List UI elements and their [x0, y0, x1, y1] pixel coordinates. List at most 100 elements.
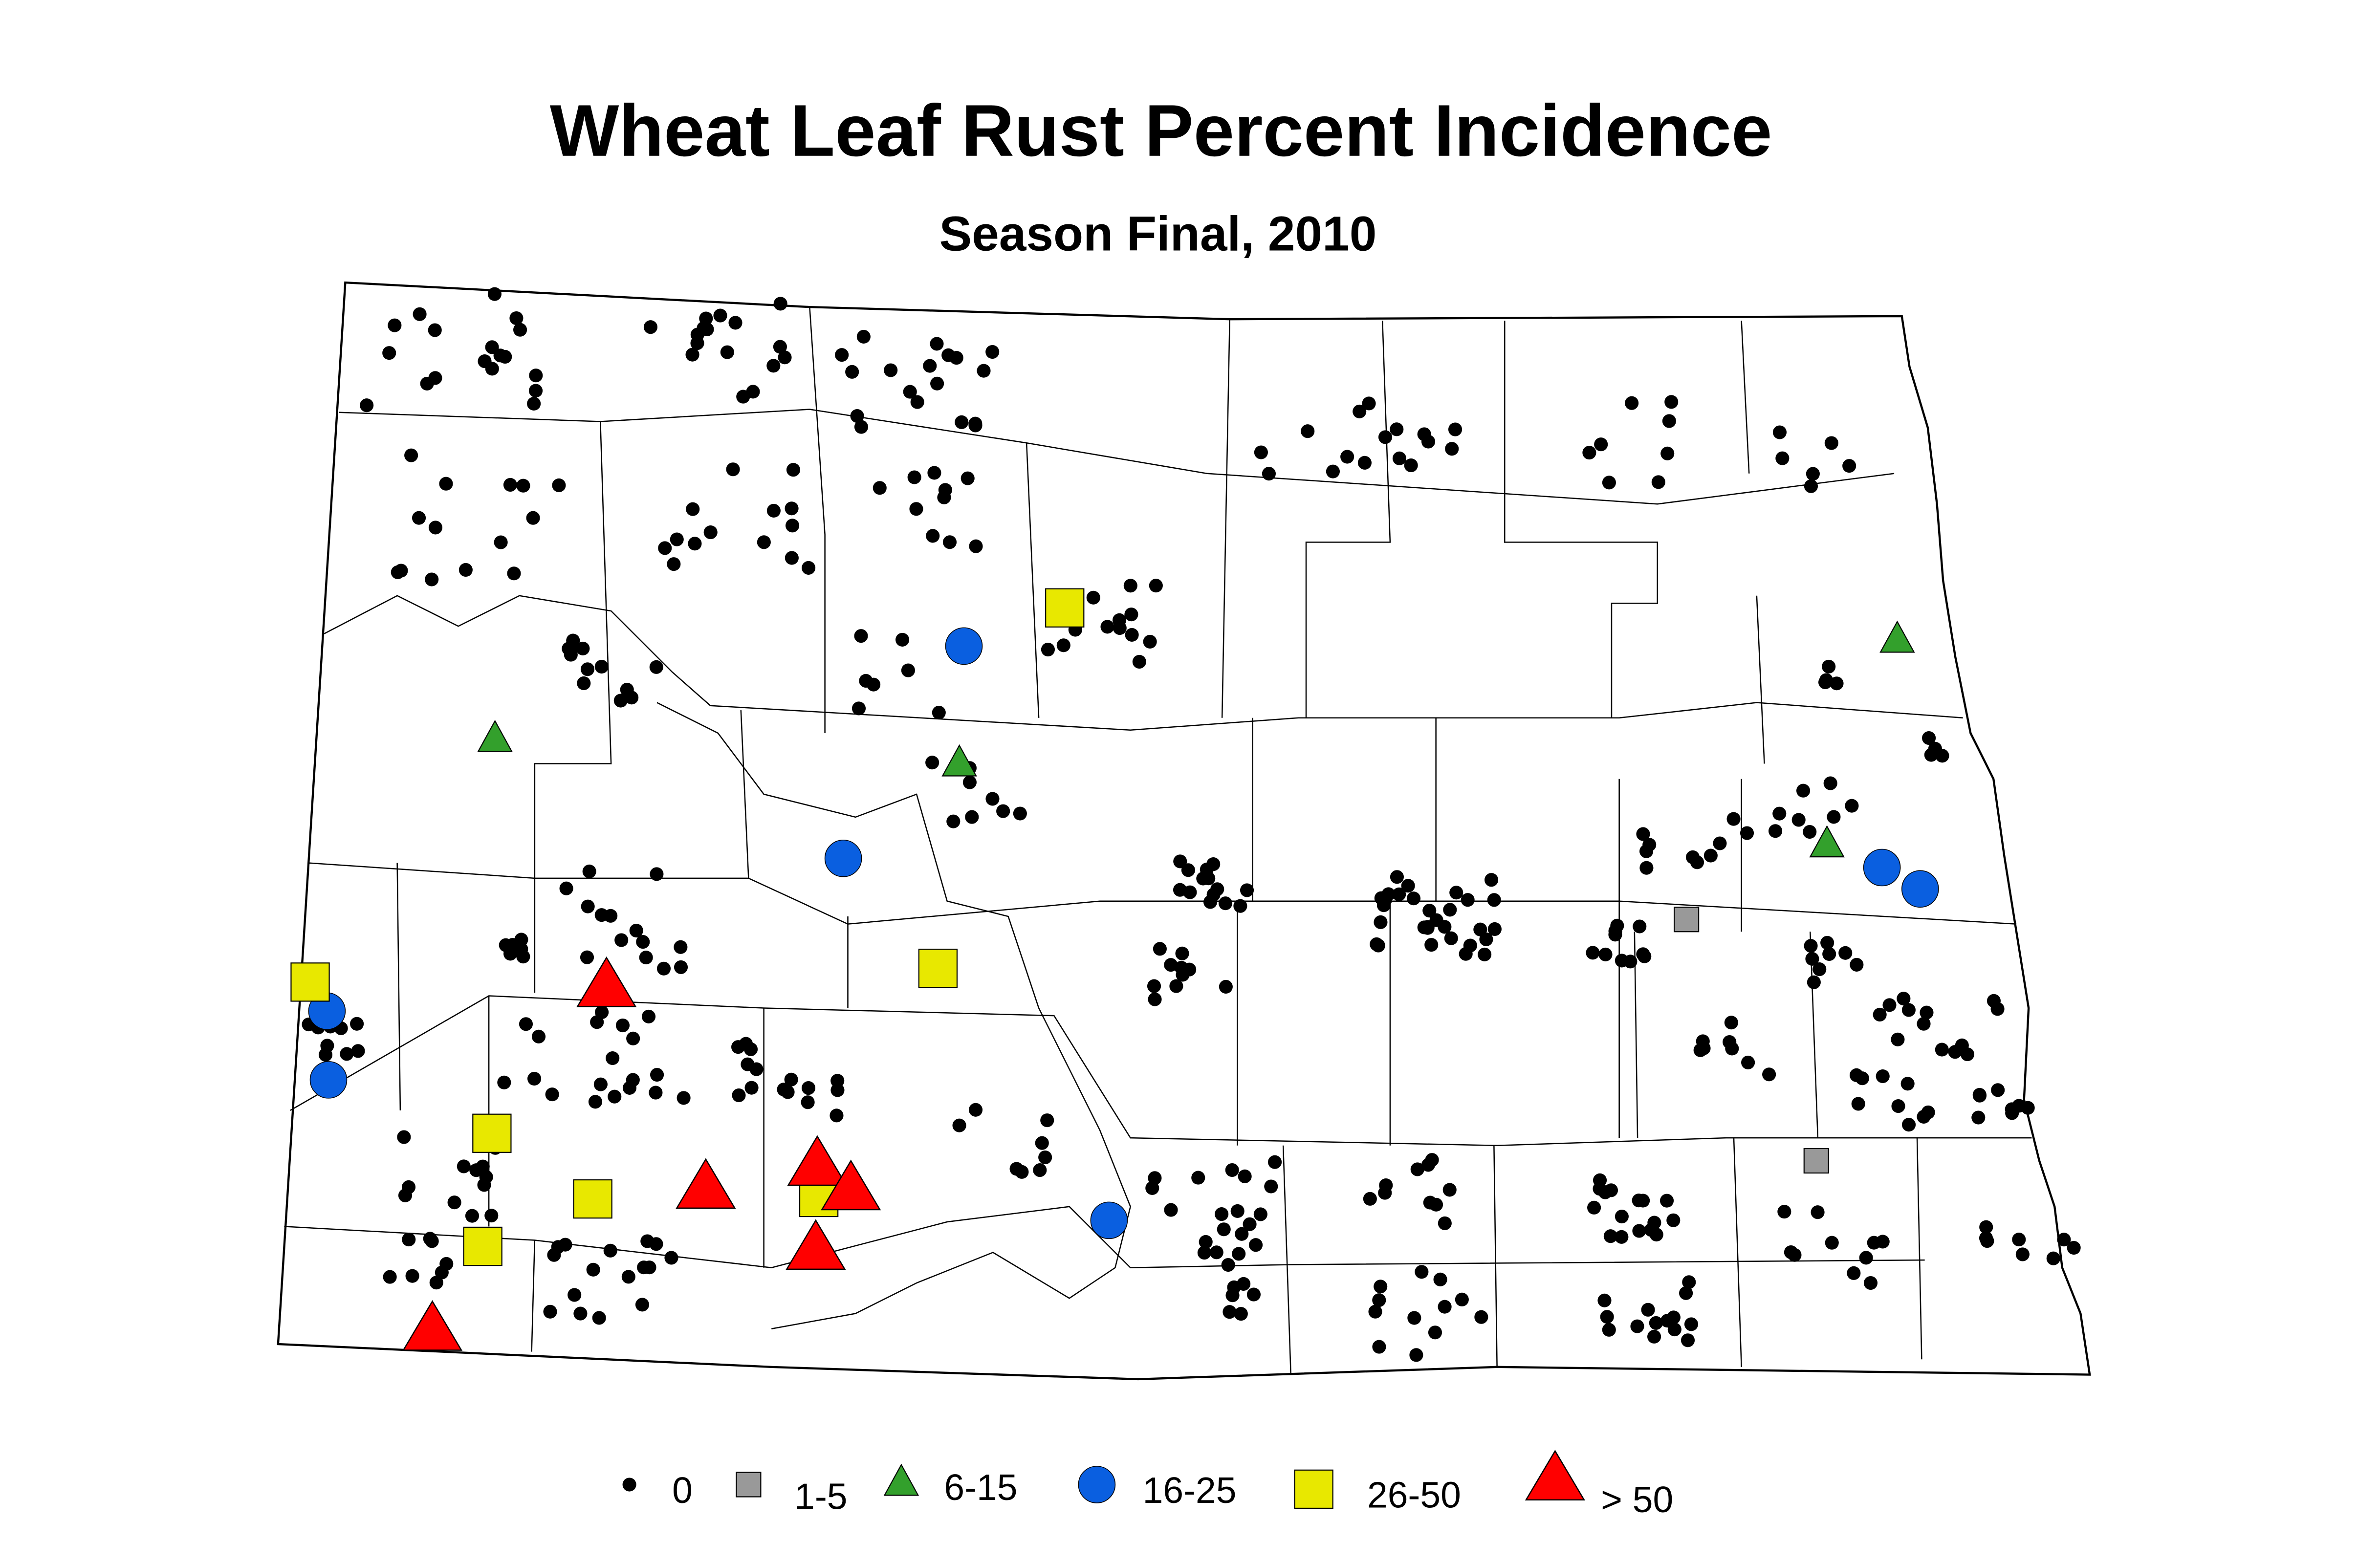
dot-marker — [1243, 1217, 1257, 1231]
dot-marker — [1422, 904, 1437, 918]
dot-marker — [1378, 430, 1393, 444]
dot-marker — [1845, 799, 1859, 813]
dot-marker — [1233, 899, 1247, 913]
dot-marker — [428, 371, 442, 385]
legend-label: 16-25 — [1143, 1470, 1237, 1511]
dot-marker — [1428, 1325, 1442, 1340]
dot-marker — [1473, 922, 1487, 936]
dot-marker — [784, 1072, 798, 1086]
dot-marker — [1603, 1229, 1617, 1243]
dot-marker — [382, 346, 396, 360]
dot-marker — [1849, 1068, 1864, 1082]
dot-marker — [1803, 825, 1817, 839]
dot-marker — [1791, 813, 1806, 827]
dot-marker — [1410, 1162, 1424, 1176]
dot-marker — [720, 345, 734, 359]
dot-marker — [529, 369, 543, 383]
dot-marker — [1725, 1042, 1739, 1056]
dot-marker — [1823, 776, 1837, 790]
dot-marker — [1825, 1236, 1839, 1250]
dot-marker — [1478, 947, 1492, 961]
dot-marker — [1479, 932, 1493, 947]
dot-marker — [1777, 1205, 1791, 1219]
dot-marker — [1206, 857, 1221, 871]
dot-marker — [1357, 456, 1372, 470]
dot-marker — [397, 1130, 411, 1144]
dot-marker — [643, 320, 658, 334]
dot-marker — [942, 535, 957, 549]
dot-marker — [985, 345, 1000, 359]
dot-marker — [494, 535, 508, 549]
dot-marker — [1301, 424, 1315, 438]
dot-marker — [1362, 396, 1376, 411]
square-marker — [290, 962, 330, 1002]
dot-marker — [726, 462, 740, 477]
dot-marker — [622, 1477, 636, 1492]
triangle-marker — [1809, 825, 1845, 858]
dot-marker — [1086, 590, 1100, 605]
circle-marker — [945, 627, 983, 665]
dot-marker — [1684, 1317, 1699, 1331]
dot-marker — [1238, 1169, 1252, 1183]
dot-marker — [686, 502, 700, 516]
triangle-marker — [1525, 1450, 1585, 1500]
dot-marker — [1326, 464, 1340, 478]
dot-marker — [1681, 1333, 1695, 1347]
dot-marker — [509, 311, 524, 326]
dot-marker — [1040, 1113, 1054, 1128]
dot-marker — [1805, 952, 1819, 966]
square-marker — [918, 949, 958, 988]
dot-marker — [620, 682, 634, 697]
dot-marker — [564, 648, 578, 662]
square-marker — [1803, 1148, 1829, 1174]
dot-marker — [527, 1071, 542, 1086]
legend-label: 0 — [672, 1470, 693, 1511]
dot-marker — [590, 1015, 604, 1029]
dot-marker — [1169, 979, 1183, 993]
dot-marker — [1409, 1348, 1423, 1362]
dot-marker — [1600, 1310, 1614, 1324]
dot-marker — [1448, 422, 1463, 436]
square-marker — [1674, 907, 1700, 933]
dot-marker — [642, 1260, 656, 1275]
dot-marker — [1586, 946, 1600, 960]
dot-marker — [1219, 979, 1233, 994]
dot-marker — [1615, 1230, 1629, 1244]
dot-marker — [447, 1195, 461, 1210]
dot-marker — [1225, 1163, 1239, 1177]
dot-marker — [1041, 642, 1055, 657]
dot-marker — [1796, 783, 1811, 798]
dot-marker — [658, 541, 672, 555]
dot-marker — [1340, 450, 1354, 464]
dot-marker — [615, 1018, 630, 1033]
dot-marker — [398, 1188, 413, 1202]
dot-marker — [388, 318, 402, 332]
dot-marker — [592, 1311, 606, 1325]
dot-marker — [527, 396, 541, 411]
dot-marker — [1487, 922, 1502, 936]
dot-marker — [732, 1088, 746, 1103]
dot-marker — [603, 1243, 617, 1258]
dot-marker — [1438, 1216, 1452, 1230]
dot-marker — [1625, 396, 1639, 410]
dot-marker — [505, 938, 520, 952]
dot-marker — [1423, 1195, 1437, 1210]
dot-marker — [507, 566, 521, 581]
dot-marker — [593, 1077, 608, 1091]
dot-marker — [773, 297, 787, 311]
dot-marker — [835, 348, 849, 362]
dot-marker — [1664, 395, 1679, 409]
legend: 0 1-5 6-15 16-25 26-50 > 50 — [622, 1450, 1673, 1520]
square-marker — [736, 1472, 762, 1498]
dot-marker — [435, 1265, 449, 1280]
dot-marker — [649, 660, 663, 674]
dot-marker — [2012, 1233, 2026, 1247]
dot-marker — [854, 420, 868, 434]
dot-marker — [576, 641, 590, 655]
dot-marker — [713, 308, 727, 323]
dot-marker — [1955, 1038, 1969, 1052]
square-marker — [463, 1226, 502, 1266]
dot-marker — [1713, 836, 1727, 850]
dot-marker — [404, 448, 418, 462]
